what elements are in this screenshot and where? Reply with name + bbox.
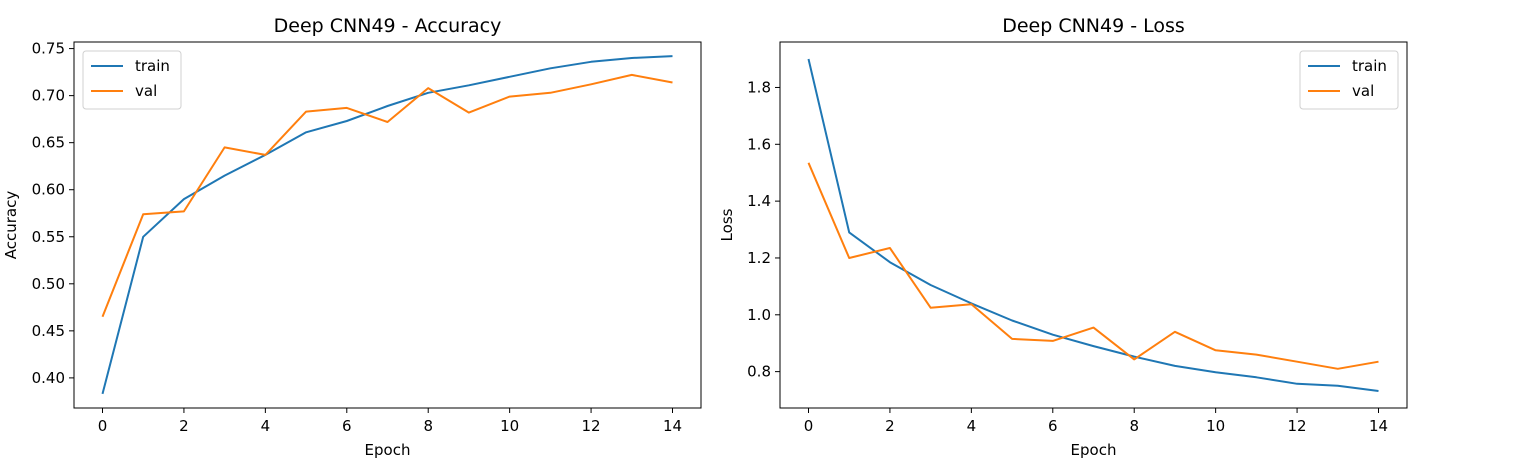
x-tick-label: 14 [1369, 417, 1388, 435]
y-axis-label: Loss [718, 208, 736, 241]
loss-chart: Deep CNN49 - Loss 0 2 4 6 8 10 12 14 0.8 1.0 1.2 1.… [718, 15, 1408, 459]
y-tick-label: 0.55 [32, 228, 65, 246]
legend-label-train: train [135, 57, 170, 75]
y-tick-label: 0.70 [32, 87, 65, 105]
plot-frame [779, 41, 1408, 409]
y-tick-label: 1.0 [747, 306, 771, 324]
y-tick-label: 0.75 [32, 40, 65, 58]
x-tick-label: 0 [804, 417, 814, 435]
x-tick-label: 0 [98, 417, 108, 435]
legend: train val [82, 50, 182, 110]
x-tick-label: 4 [261, 417, 271, 435]
x-axis-label: Epoch [365, 441, 411, 459]
series-line-val [101, 73, 673, 318]
legend-label-val: val [135, 82, 157, 100]
legend-label-val: val [1352, 82, 1374, 100]
x-tick-label: 10 [1206, 417, 1225, 435]
legend: train val [1299, 50, 1399, 110]
y-tick-label: 1.4 [747, 192, 771, 210]
x-tick-label: 8 [423, 417, 433, 435]
y-tick-label: 1.6 [747, 135, 771, 153]
plot-frame [73, 41, 702, 409]
plot-series [807, 58, 1379, 392]
y-tick-label: 1.2 [747, 249, 771, 267]
y-tick-label: 0.50 [32, 275, 65, 293]
x-tick-label: 6 [342, 417, 352, 435]
x-tick-label: 14 [663, 417, 682, 435]
x-axis-label: Epoch [1071, 441, 1117, 459]
x-tick-label: 4 [967, 417, 977, 435]
y-tick-label: 0.65 [32, 134, 65, 152]
tick-marks: 0 2 4 6 8 10 12 14 0.40 0.45 0.50 0.55 0.60 0.65 0.70 0… [32, 40, 682, 435]
chart-title: Deep CNN49 - Accuracy [274, 15, 502, 37]
series-line-val [807, 162, 1379, 370]
y-tick-label: 0.40 [32, 369, 65, 387]
x-tick-label: 2 [179, 417, 189, 435]
y-tick-label: 0.60 [32, 181, 65, 199]
y-tick-label: 0.45 [32, 322, 65, 340]
y-axis-label: Accuracy [2, 191, 20, 260]
x-tick-label: 6 [1048, 417, 1058, 435]
x-tick-label: 12 [1288, 417, 1307, 435]
accuracy-chart: Deep CNN49 - Accuracy 0 2 4 6 8 10 12 14 0.40 0.4… [2, 15, 702, 459]
chart-title: Deep CNN49 - Loss [1002, 15, 1185, 37]
plot-series [101, 55, 673, 395]
legend-label-train: train [1352, 57, 1387, 75]
y-tick-label: 0.8 [747, 363, 771, 381]
x-tick-label: 10 [500, 417, 519, 435]
series-line-train [807, 58, 1379, 392]
x-tick-label: 12 [582, 417, 601, 435]
x-tick-label: 2 [885, 417, 895, 435]
x-tick-label: 8 [1129, 417, 1139, 435]
y-tick-label: 1.8 [747, 78, 771, 96]
tick-marks: 0 2 4 6 8 10 12 14 0.8 1.0 1.2 1.4 1.6 1.8 [747, 78, 1388, 435]
